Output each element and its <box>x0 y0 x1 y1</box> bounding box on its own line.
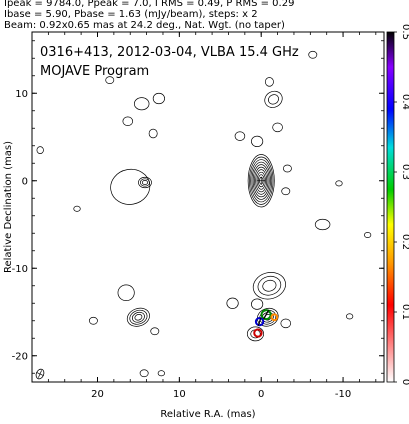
contour-ring <box>335 180 343 187</box>
contour-ring <box>257 275 282 296</box>
plot-title: 0316+413, 2012-03-04, VLBA 15.4 GHz <box>40 45 299 60</box>
contour-ring <box>138 176 152 189</box>
y-axis-label: Relative Declination (mas) <box>3 141 14 273</box>
contour-ring <box>268 94 279 105</box>
contour-ring <box>249 156 274 205</box>
contour-ring <box>256 307 279 327</box>
contour-ring <box>246 326 265 342</box>
contour-ring <box>308 50 318 59</box>
beam-marker <box>35 368 45 380</box>
contour-ring <box>251 298 264 310</box>
y-tick-label: -10 <box>12 264 28 275</box>
contour-ring <box>105 76 115 84</box>
header-line-2: Ibase = 5.90, Pbase = 1.63 (mJy/beam), s… <box>4 9 258 20</box>
y-tick-label: 0 <box>22 176 28 187</box>
contour-ring <box>73 205 81 212</box>
y-tick-label: 10 <box>15 89 28 100</box>
polarization-blob <box>253 328 263 338</box>
plot-frame <box>31 31 385 383</box>
contour-ring <box>255 169 268 193</box>
contour-ring <box>252 164 270 198</box>
x-tick-label: -10 <box>335 389 351 400</box>
colorbar-tick-label: 0.4 <box>400 94 409 110</box>
contour-ring <box>117 284 135 301</box>
contour-ring <box>364 232 372 238</box>
contour-ring <box>126 307 150 327</box>
polarization-blob <box>254 316 265 327</box>
contour-ring <box>280 318 292 329</box>
contour-ring <box>134 314 143 321</box>
x-axis-label: Relative R.A. (mas) <box>160 409 255 420</box>
axis-ticks <box>31 32 384 382</box>
contour-ring <box>345 313 354 320</box>
contour-ring <box>88 316 98 325</box>
contour-ring <box>36 146 44 154</box>
contour-ring <box>139 369 149 378</box>
contour-ring <box>281 187 291 196</box>
contour-ring <box>131 311 145 323</box>
contour-ring <box>264 77 274 87</box>
contour-ring <box>133 97 150 111</box>
contour-ring <box>234 131 246 141</box>
header-line-1: Ipeak = 9784.0, Ppeak = 7.0, I RMS = 0.4… <box>4 0 295 9</box>
contour-ring <box>251 161 271 200</box>
contour-ring <box>129 309 148 325</box>
x-tick-label: 10 <box>173 389 186 400</box>
contour-ring <box>256 171 266 190</box>
colorbar-ticks: 0 0.1 0.2 0.3 0.4 0.5 <box>394 24 409 385</box>
colorbar-tick-label: 0.3 <box>400 164 409 180</box>
contour-ring <box>148 128 158 139</box>
polarization-blob <box>260 309 272 321</box>
plot-subtitle: MOJAVE Program <box>40 64 149 79</box>
contour-ring <box>141 179 149 186</box>
contour-ring <box>314 218 331 231</box>
contour-ring <box>251 135 264 147</box>
contour-ring <box>247 154 275 208</box>
contour-ring <box>226 297 239 309</box>
tick-labels: 20 10 0 -10 10 0 -10 -20 <box>12 89 352 400</box>
colorbar <box>386 31 395 383</box>
colorbar-tick-label: 0 <box>400 379 409 385</box>
contour-ring <box>139 178 150 187</box>
contour-ring <box>252 272 286 300</box>
contours <box>36 50 372 378</box>
x-tick-label: 20 <box>91 389 104 400</box>
beam-axis <box>38 370 42 378</box>
contour-ring <box>254 166 269 195</box>
header-line-3: Beam: 0.92x0.65 mas at 24.2 deg., Nat. W… <box>4 20 285 31</box>
polarization-markers <box>253 309 279 338</box>
contour-ring <box>152 92 165 105</box>
y-tick-label: -20 <box>12 351 28 362</box>
polarization-evpa-tick <box>257 317 262 326</box>
contour-ring <box>122 116 134 126</box>
contour-ring <box>272 122 283 133</box>
polarization-evpa-tick <box>263 309 270 320</box>
colorbar-tick-label: 0.1 <box>400 304 409 320</box>
contour-ring <box>264 90 283 108</box>
contour-ring <box>282 164 292 173</box>
contour-ring <box>150 327 160 336</box>
x-tick-label: 0 <box>258 389 264 400</box>
contour-ring <box>262 279 277 292</box>
colorbar-tick-label: 0.5 <box>400 24 409 40</box>
colorbar-tick-label: 0.2 <box>400 234 409 250</box>
polarization-blob <box>270 313 279 322</box>
contour-ring <box>157 370 165 377</box>
contour-ring <box>250 159 273 203</box>
contour-ring <box>110 168 151 205</box>
